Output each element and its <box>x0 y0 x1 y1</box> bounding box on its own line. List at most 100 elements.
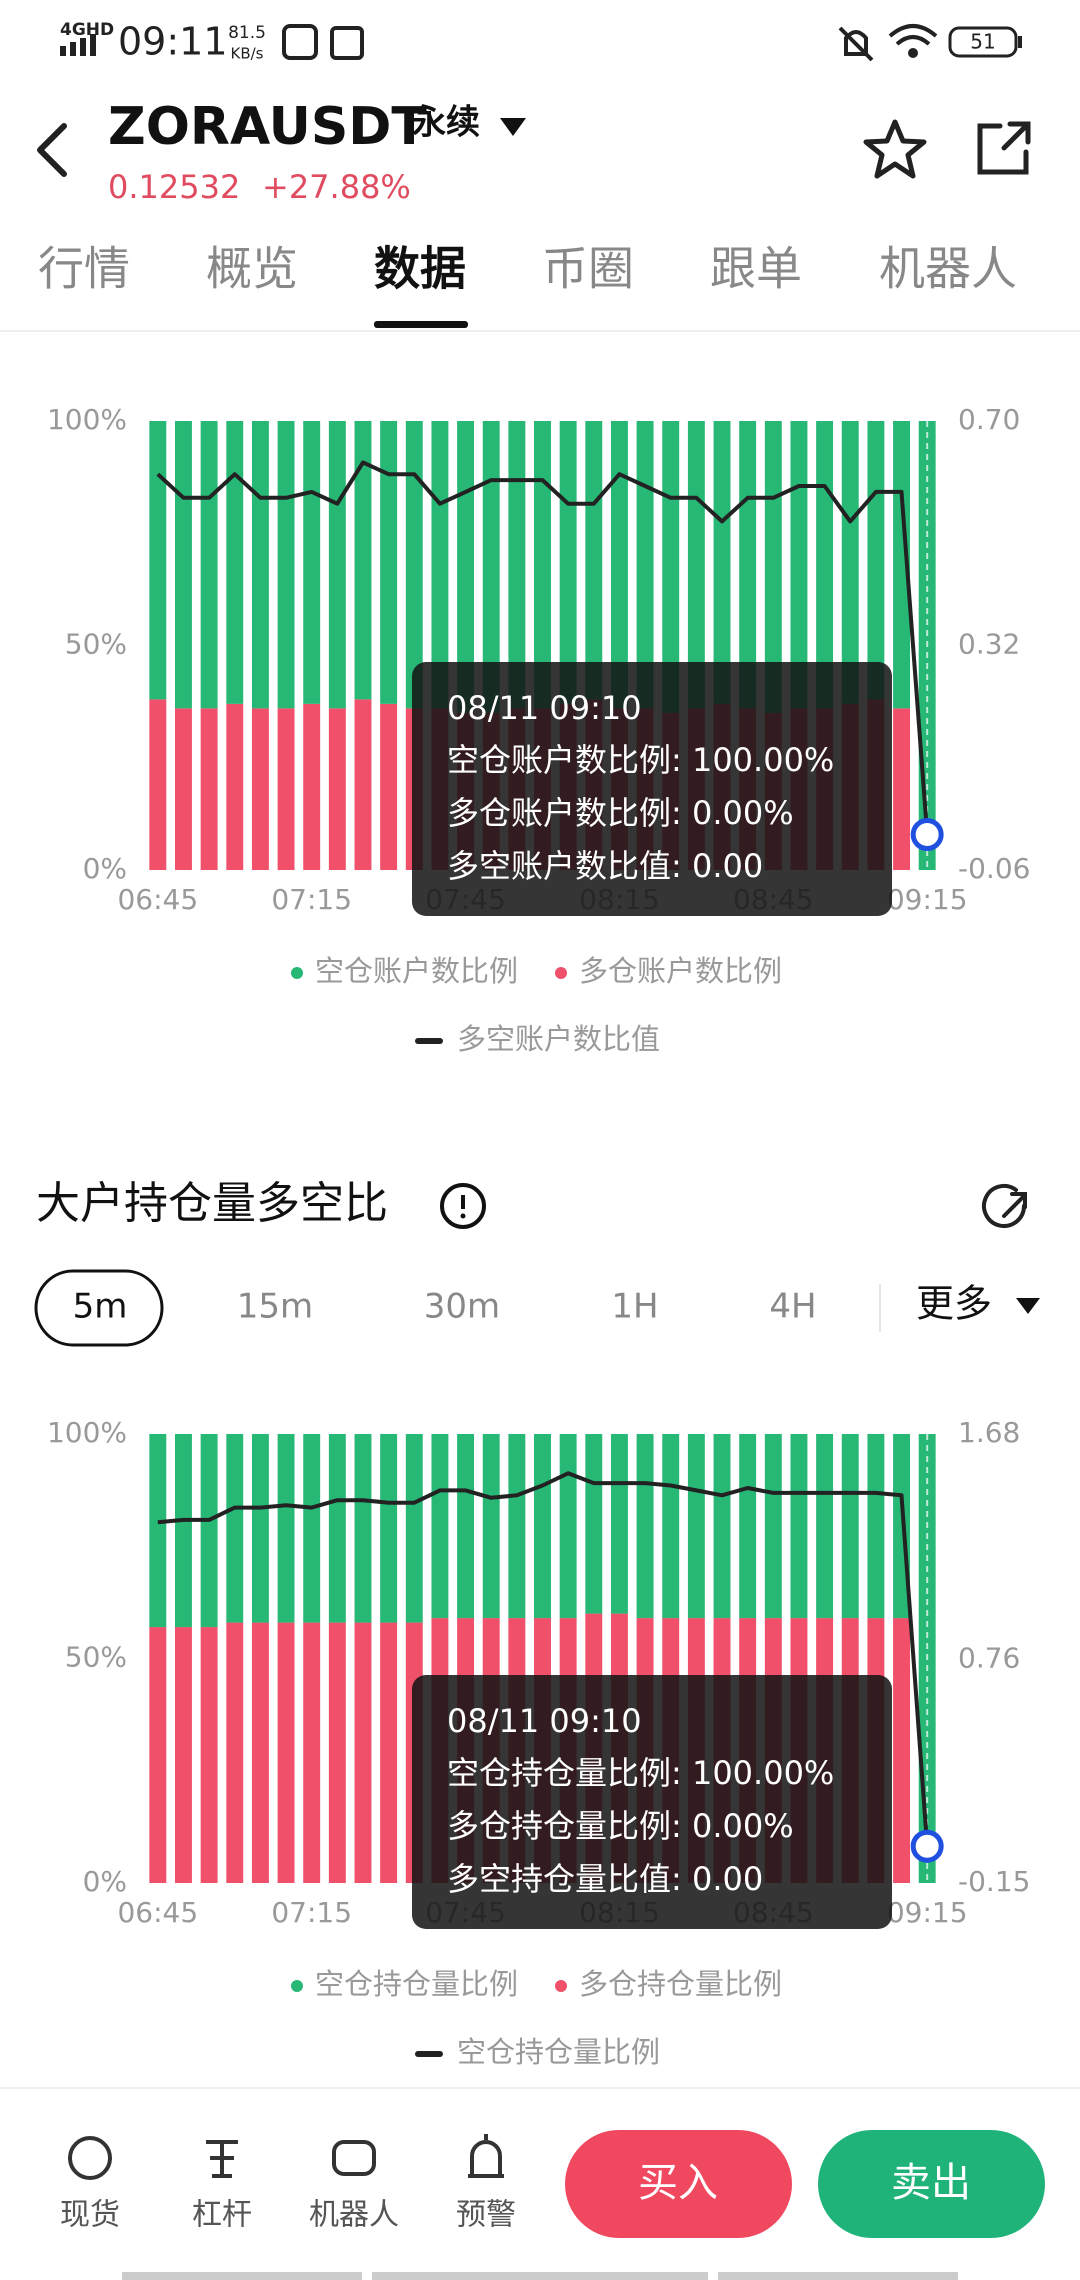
y-tick-label: 100% <box>47 403 127 436</box>
bar-segment <box>328 421 346 709</box>
app-icon <box>330 26 364 60</box>
legend-label: 空仓持仓量比例 <box>315 1967 518 2001</box>
y2-tick-label: -0.15 <box>958 1865 1030 1898</box>
bar-segment <box>175 1434 192 1628</box>
y2-tick-label: 0.32 <box>958 628 1020 661</box>
buy-button[interactable] <box>565 2130 792 2238</box>
y2-tick-label: 1.68 <box>958 1416 1020 1449</box>
bar-segment <box>354 421 372 700</box>
bar-segment <box>354 1622 372 1883</box>
bar-segment <box>149 421 167 700</box>
favorite-button[interactable] <box>863 119 927 179</box>
bar-segment <box>508 1434 526 1619</box>
margin-icon[interactable] <box>206 2140 238 2178</box>
bar-segment <box>380 703 398 870</box>
x-tick-label: 09:15 <box>887 883 968 916</box>
y-tick-label: 100% <box>47 1416 127 1449</box>
timeframe[interactable]: 15m <box>237 1287 313 1327</box>
bar-segment <box>303 1434 321 1623</box>
more-button[interactable]: 更多 <box>916 1282 992 1326</box>
bar-segment <box>277 1434 295 1623</box>
spot-icon[interactable] <box>68 2136 112 2180</box>
share-button[interactable] <box>977 121 1031 175</box>
hover-point <box>910 818 944 852</box>
bar-segment <box>764 1434 782 1619</box>
buy-label: 买入 <box>638 2160 718 2206</box>
bar-segment <box>816 1434 834 1619</box>
tooltip-line: 多仓账户数比例: 0.00% <box>447 794 794 832</box>
tab[interactable]: 数据 <box>374 242 466 296</box>
bar-segment <box>277 708 295 870</box>
bar-segment <box>431 1434 449 1619</box>
legend-swatch <box>555 967 567 979</box>
nav-label[interactable]: 现货 <box>60 2198 120 2233</box>
bar-segment <box>226 1622 244 1883</box>
bar-segment <box>431 421 449 709</box>
info-icon[interactable] <box>440 1183 486 1229</box>
nav-label[interactable]: 机器人 <box>309 2198 399 2233</box>
bar-segment <box>200 708 218 870</box>
bot-icon[interactable] <box>332 2140 376 2176</box>
bar-segment <box>790 1434 808 1619</box>
network: 4GHD <box>60 20 114 40</box>
bar-segment <box>226 1434 244 1623</box>
legend-swatch <box>555 1980 567 1992</box>
bar-segment <box>328 1434 346 1623</box>
tooltip-line: 多空账户数比值: 0.00 <box>447 847 763 885</box>
bar-segment <box>354 699 372 870</box>
bar-segment <box>867 421 885 700</box>
battery-icon <box>948 26 1018 58</box>
timeframe[interactable]: 5m <box>73 1287 128 1327</box>
timeframe-selected[interactable] <box>34 1269 164 1347</box>
sell-label: 卖出 <box>891 2160 971 2206</box>
y-tick-label: 0% <box>83 852 127 885</box>
tab[interactable]: 概览 <box>206 242 298 296</box>
bar-segment <box>200 1434 218 1628</box>
nav-label[interactable]: 预警 <box>456 2198 516 2233</box>
sell-button[interactable] <box>818 2130 1045 2238</box>
bar-segment <box>893 1618 910 1883</box>
tab[interactable]: 币圈 <box>542 242 634 296</box>
dropdown-arrow[interactable] <box>500 118 526 136</box>
section-title: 大户持仓量多空比 <box>36 1178 388 1229</box>
price-change: +27.88% <box>262 168 411 206</box>
nav-label[interactable]: 杠杆 <box>192 2198 252 2233</box>
bar-segment <box>226 703 244 870</box>
legend-label: 空仓持仓量比例 <box>457 2035 660 2069</box>
bar-segment <box>405 1434 423 1623</box>
tab[interactable]: 机器人 <box>879 242 1017 296</box>
tooltip: 08/11 09:10 空仓账户数比例: 100.00% 多仓账户数比例: 0.00… <box>412 662 892 916</box>
x-tick-label: 09:15 <box>887 1896 968 1929</box>
bar-segment <box>200 1627 218 1883</box>
timeframe[interactable]: 4H <box>769 1287 816 1327</box>
timeframe[interactable]: 1H <box>611 1287 658 1327</box>
more-arrow[interactable] <box>1016 1298 1040 1314</box>
alert-icon[interactable] <box>468 2134 504 2178</box>
bar-segment <box>175 1627 192 1883</box>
bar-segment <box>585 1434 603 1614</box>
tooltip-line: 空仓账户数比例: 100.00% <box>447 741 834 779</box>
net-speed-unit: KB/s <box>231 45 264 63</box>
contract-type[interactable]: 永续 <box>412 103 480 143</box>
bar-segment <box>303 421 321 704</box>
timeframe[interactable]: 30m <box>424 1287 500 1327</box>
symbol: ZORAUSDT <box>108 97 427 157</box>
tab[interactable]: 行情 <box>38 242 130 296</box>
bar-segment <box>841 1434 859 1619</box>
y-tick-label: 50% <box>65 1641 127 1674</box>
tooltip-line: 多空持仓量比值: 0.00 <box>447 1860 763 1898</box>
back-button[interactable] <box>37 123 67 177</box>
bar-segment <box>636 421 654 709</box>
bar-segment <box>277 421 295 709</box>
bar-segment <box>687 421 705 709</box>
bar-segment <box>380 421 398 704</box>
y-tick-label: 0% <box>83 1865 127 1898</box>
bar-segment <box>482 421 500 713</box>
bar-segment <box>867 1434 885 1619</box>
tooltip-box <box>412 662 892 916</box>
bar-segment <box>251 708 269 870</box>
section-share-button[interactable] <box>982 1184 1027 1228</box>
nav-hint <box>122 2272 958 2280</box>
tab[interactable]: 跟单 <box>710 242 802 296</box>
